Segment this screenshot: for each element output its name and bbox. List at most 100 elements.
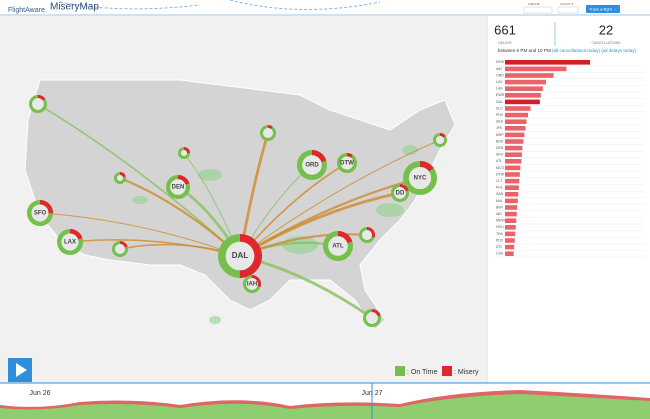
airport-label: LAX (64, 240, 76, 246)
airport-center (225, 241, 255, 271)
airport-center (366, 312, 378, 324)
legend-label: : Misery (454, 369, 479, 376)
track-button[interactable] (586, 5, 620, 13)
airport-code: DEN (496, 146, 504, 150)
product: MiseryMap (50, 2, 99, 13)
airline-label: AIRLINE (528, 2, 540, 6)
delay-bar (505, 225, 516, 230)
delay-bar (505, 198, 518, 204)
airport-code: SEA (496, 120, 504, 124)
misery-ring (218, 233, 263, 278)
airport-center (117, 175, 123, 181)
weather (132, 145, 418, 324)
airport-center (61, 233, 79, 251)
delay-bar (505, 218, 517, 223)
misery-ring (337, 153, 357, 173)
airport-code: LAX (496, 80, 503, 84)
delay-bar (505, 86, 543, 91)
airport-center (246, 278, 258, 290)
delay-bar (505, 119, 527, 124)
delay-bar (505, 73, 554, 78)
brand: FlightAware (8, 7, 45, 14)
airport-code: SAN (496, 192, 504, 196)
delays-link[interactable]: (all delays today) (601, 48, 636, 53)
airport-code: STL (496, 245, 502, 249)
airport-code: IAH (496, 67, 502, 71)
airport-code: JFK (496, 126, 503, 130)
delay-bar (505, 211, 517, 217)
delay-bar (505, 178, 520, 184)
delay-bar (505, 231, 516, 237)
airport-code: BWI (496, 205, 503, 209)
route (239, 139, 441, 257)
misery-ring (26, 199, 53, 227)
airport-code: TPA (496, 232, 503, 236)
cancellations-link[interactable]: (all cancellations today) (552, 48, 600, 53)
airport-code: MCO (496, 166, 504, 170)
delay-bar (505, 185, 519, 190)
airport-label: NYC (414, 176, 427, 182)
misery-ring (56, 228, 83, 255)
airport-label: DAL (232, 251, 249, 260)
airport-center (170, 179, 186, 195)
delay-bar (505, 112, 529, 118)
delay-bar (505, 93, 541, 98)
delay-bar (505, 66, 567, 72)
delay-bar (505, 126, 526, 131)
airport-code: HOU (496, 225, 504, 229)
delay-bar (505, 159, 522, 164)
airport-code: MIA (496, 199, 503, 203)
decoration (59, 0, 381, 11)
airport-label: ATL (332, 244, 344, 250)
airport-center (408, 166, 432, 190)
delay-bar (505, 132, 525, 138)
airport-code: SFO (496, 153, 503, 157)
misery-ring (260, 125, 276, 141)
airport-code: DFW (496, 60, 505, 64)
delay-bar (505, 99, 540, 105)
legend-label: : On Time (407, 369, 437, 376)
misery-ring (323, 231, 353, 261)
airport-center (115, 244, 125, 254)
airport-code: PHL (496, 186, 503, 190)
airport-code: MDW (496, 219, 505, 223)
delay-bar (505, 172, 520, 177)
misery-ring (178, 147, 190, 159)
airport-code: LAS (496, 87, 503, 91)
delay-bar (505, 139, 524, 144)
legend-swatch (442, 366, 452, 376)
airport-code: ORD (496, 73, 504, 77)
airport-center (181, 150, 187, 156)
misery-ring (403, 160, 438, 195)
airport-label: DEN (172, 185, 185, 191)
airport-center (436, 136, 444, 144)
play-icon (16, 363, 27, 377)
timeline-ontime (0, 394, 650, 419)
airport-center (340, 156, 354, 170)
airport-center (394, 187, 406, 199)
route (39, 212, 241, 257)
delay-bar (505, 145, 523, 151)
misery-ring (433, 133, 447, 147)
misery-ring (243, 275, 262, 294)
airport-label: DTW (340, 161, 354, 167)
airport-center (302, 155, 322, 175)
delay-bar (505, 152, 522, 157)
misery-ring (28, 94, 47, 113)
delay-bar (505, 251, 514, 256)
airport-center (362, 230, 372, 240)
timeline-label: Jun 26 (29, 390, 50, 397)
airline-input[interactable] (523, 6, 553, 14)
airport-code: EWR (496, 93, 505, 97)
delay-bar (505, 106, 531, 111)
delay-bar (505, 205, 518, 210)
delay-list: DFW IAH ORD LAX LAS EWR DAL SLC PHX SEA JFK MSP BOS D… (495, 60, 645, 258)
timeline-label: Jun 27 (361, 390, 382, 397)
airport-code: MSP (496, 133, 504, 137)
airport-code: PDX (496, 238, 504, 242)
delay-bar (505, 244, 515, 250)
flight-label: FLIGHT # (560, 2, 573, 6)
airport-code: IAD (496, 212, 502, 216)
flight-input[interactable] (557, 6, 579, 14)
airport-code: DTW (496, 172, 505, 176)
